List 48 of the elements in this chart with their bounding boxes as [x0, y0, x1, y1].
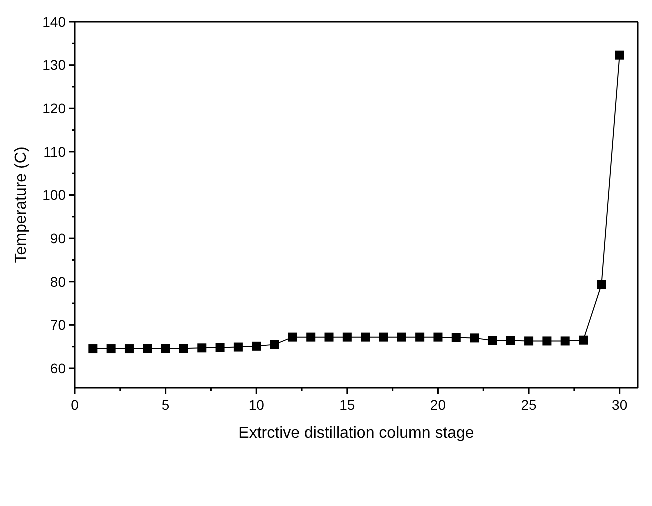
point: [216, 343, 225, 352]
x-tick-label: 15: [340, 397, 356, 413]
point: [434, 332, 443, 342]
point: [452, 333, 461, 342]
point: [161, 344, 170, 354]
x-tick-label: 30: [612, 397, 628, 413]
point: [88, 344, 98, 354]
point: [252, 342, 262, 351]
point: [179, 344, 188, 354]
y-tick-label: 70: [50, 317, 66, 334]
y-tick-label: 130: [42, 57, 66, 74]
y-tick-label: 140: [42, 14, 66, 30]
point: [597, 280, 606, 290]
y-axis-title: Temperature (C): [13, 146, 30, 264]
x-tick-label: 10: [248, 397, 265, 413]
point: [397, 332, 406, 342]
point: [198, 344, 207, 353]
point: [470, 334, 480, 343]
point: [488, 336, 498, 346]
point: [342, 332, 352, 342]
y-tick-label: 80: [50, 274, 66, 290]
point: [416, 332, 425, 342]
y-tick-label: 120: [42, 100, 66, 117]
point: [361, 332, 370, 342]
x-tick-label: 20: [430, 397, 446, 413]
point: [270, 340, 280, 350]
x-axis-title: Extrctive distillation column stage: [238, 425, 474, 442]
x-tick-label: 5: [162, 397, 170, 413]
point: [524, 336, 534, 346]
point: [615, 50, 624, 60]
point: [234, 342, 243, 352]
y-tick-label: 90: [50, 230, 66, 246]
point: [106, 344, 116, 354]
point: [306, 332, 316, 342]
point: [579, 336, 588, 345]
point: [124, 344, 134, 354]
x-tick-label: 25: [521, 397, 538, 413]
point: [324, 332, 334, 342]
point: [288, 332, 298, 342]
point: [379, 332, 388, 342]
x-tick-label: 0: [71, 397, 80, 413]
point: [542, 336, 552, 346]
y-tick-label: 100: [42, 187, 66, 204]
point: [560, 336, 570, 346]
y-tick-label: 110: [44, 144, 66, 160]
point: [506, 336, 516, 346]
point: [143, 344, 152, 354]
y-tick-label: 60: [50, 360, 66, 376]
